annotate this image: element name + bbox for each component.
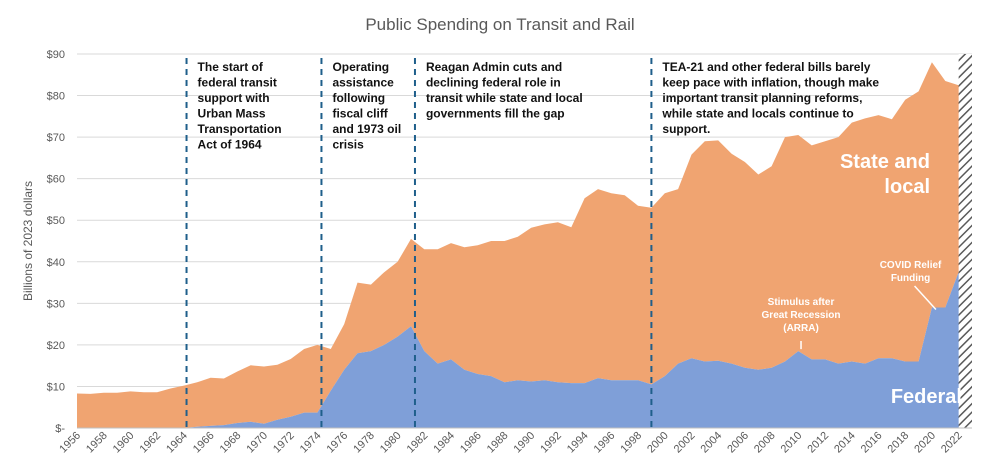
- federal-label: Federal: [891, 386, 962, 408]
- period-annotation: transit while state and local: [426, 91, 583, 105]
- x-tick-label: 1988: [485, 430, 511, 456]
- x-tick-label: 1998: [618, 430, 644, 456]
- covid-callout: Funding: [891, 273, 930, 284]
- x-tick-label: 2018: [886, 430, 912, 456]
- x-tick-label: 1996: [592, 430, 618, 456]
- x-tick-label: 2004: [699, 430, 725, 456]
- y-tick-label: $70: [47, 132, 65, 144]
- x-tick-label: 1976: [324, 430, 350, 456]
- y-tick-label: $30: [47, 298, 65, 310]
- x-tick-label: 2022: [939, 430, 965, 456]
- period-annotation: crisis: [332, 138, 364, 152]
- x-tick-label: 1966: [191, 430, 217, 456]
- x-tick-label: 1972: [271, 430, 297, 456]
- x-tick-label: 2014: [832, 430, 858, 456]
- period-annotation: Operating: [332, 60, 389, 74]
- covid-callout: COVID Relief: [880, 260, 942, 271]
- x-tick-label: 1984: [431, 430, 457, 456]
- y-tick-label: $-: [55, 423, 65, 435]
- x-tick-label: 1970: [244, 430, 270, 456]
- x-tick-label: 1978: [351, 430, 377, 456]
- period-annotation: and 1973 oil: [332, 122, 401, 136]
- period-annotation: Transportation: [198, 122, 282, 136]
- x-tick-label: 2002: [672, 430, 698, 456]
- x-tick-label: 1962: [137, 430, 163, 456]
- period-annotation: support.: [662, 122, 710, 136]
- period-annotation: TEA-21 and other federal bills barely: [662, 60, 870, 74]
- x-tick-label: 1974: [298, 430, 324, 456]
- x-tick-label: 1964: [164, 430, 190, 456]
- covid-callout-line: [914, 285, 937, 310]
- projection-hatch: [958, 54, 972, 428]
- x-tick-label: 1986: [458, 430, 484, 456]
- period-annotation: following: [332, 91, 385, 105]
- federal-area: [77, 272, 972, 428]
- period-annotation: keep pace with inflation, though make: [662, 76, 879, 90]
- stimulus-callout: Great Recession: [762, 310, 841, 321]
- period-annotation: while state and locals continue to: [661, 107, 853, 121]
- x-tick-label: 1994: [565, 430, 591, 456]
- period-annotation: governments fill the gap: [426, 107, 565, 121]
- period-annotation: The start of: [198, 60, 264, 74]
- x-tick-label: 1992: [538, 430, 564, 456]
- y-tick-label: $80: [47, 91, 65, 103]
- y-axis-label: Billions of 2023 dollars: [21, 181, 35, 301]
- y-tick-label: $40: [47, 257, 65, 269]
- stimulus-callout: Stimulus after: [768, 297, 835, 308]
- state-local-label: State and: [840, 151, 930, 173]
- x-tick-label: 2008: [752, 430, 778, 456]
- period-annotation: Reagan Admin cuts and: [426, 60, 562, 74]
- state-local-label: local: [884, 176, 930, 198]
- x-tick-label: 2010: [779, 430, 805, 456]
- period-annotation: assistance: [332, 76, 394, 90]
- stimulus-callout: (ARRA): [783, 323, 819, 334]
- period-annotation: federal transit: [198, 76, 277, 90]
- chart-title: Public Spending on Transit and Rail: [365, 15, 634, 34]
- x-tick-label: 1960: [111, 430, 137, 456]
- x-tick-label: 2020: [912, 430, 938, 456]
- y-tick-label: $60: [47, 174, 65, 186]
- state-local-area: [77, 62, 972, 429]
- x-tick-label: 1958: [84, 430, 110, 456]
- y-tick-label: $90: [47, 49, 65, 61]
- period-annotation: Urban Mass: [198, 107, 266, 121]
- period-annotation: support with: [198, 91, 270, 105]
- x-tick-label: 1990: [512, 430, 538, 456]
- period-annotation: important transit planning reforms,: [662, 91, 862, 105]
- x-tick-label: 2016: [859, 430, 885, 456]
- y-tick-label: $50: [47, 215, 65, 227]
- period-annotation: declining federal role in: [426, 76, 561, 90]
- x-tick-label: 1968: [218, 430, 244, 456]
- y-tick-label: $20: [47, 340, 65, 352]
- x-tick-label: 1982: [405, 430, 431, 456]
- y-tick-label: $10: [47, 381, 65, 393]
- x-tick-label: 1980: [378, 430, 404, 456]
- x-tick-label: 2000: [645, 430, 671, 456]
- x-tick-label: 2006: [725, 430, 751, 456]
- period-annotation: fiscal cliff: [332, 107, 388, 121]
- x-tick-label: 2012: [805, 430, 831, 456]
- period-annotation: Act of 1964: [198, 138, 262, 152]
